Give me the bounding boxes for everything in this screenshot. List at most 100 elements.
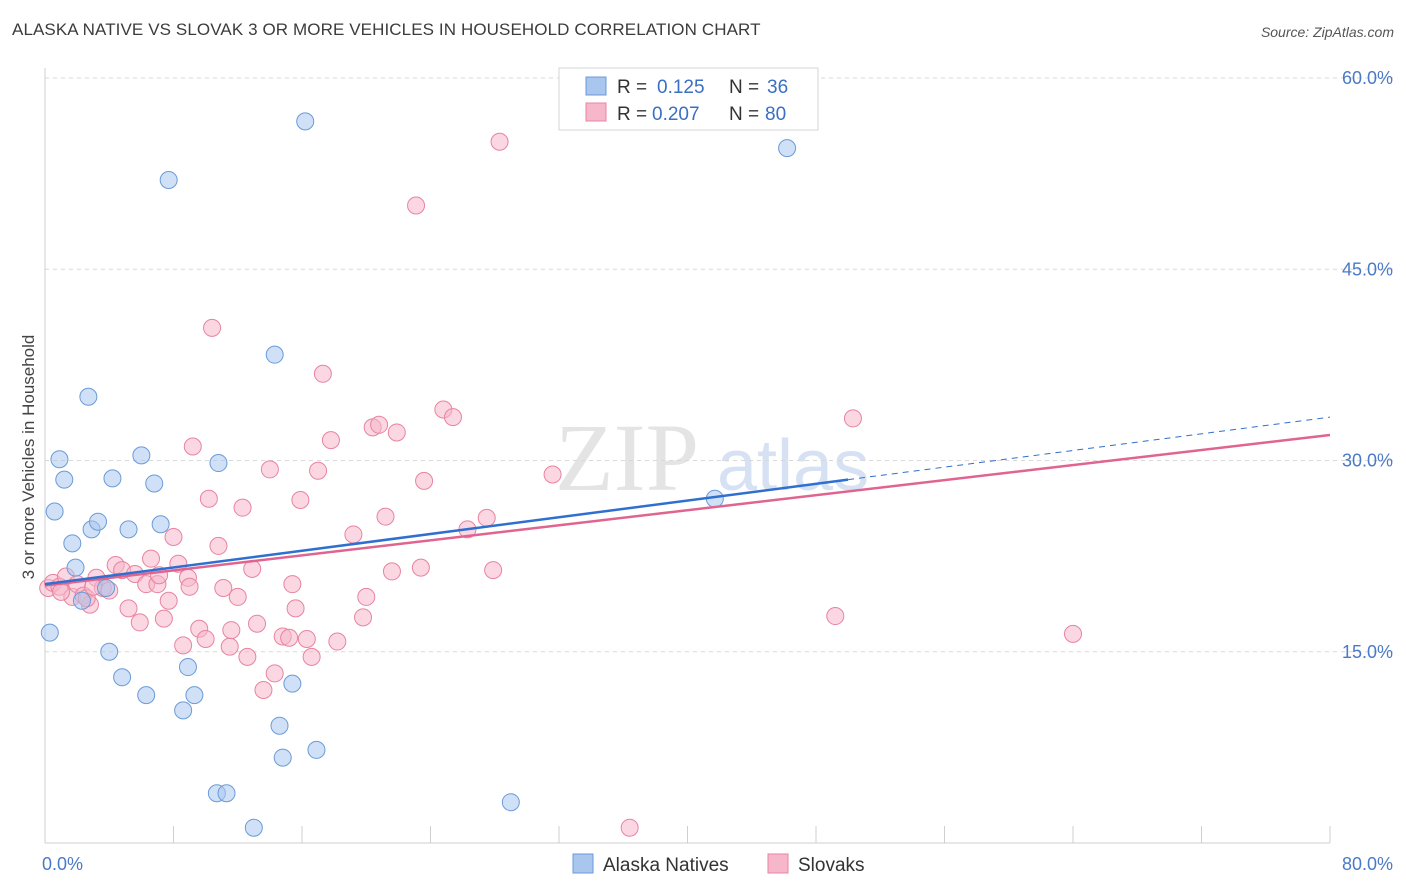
slovaks-point-61 [387,423,406,442]
slovaks-point-31 [209,536,228,555]
chart-title: ALASKA NATIVE VS SLOVAK 3 OR MORE VEHICL… [12,20,761,39]
slovaks-point-25 [180,577,199,596]
alaska-natives-point-27 [270,716,289,735]
slovaks-point-74 [843,409,862,428]
slovaks-point-58 [370,415,389,434]
trend-lines [44,416,1331,587]
y-tick-label-2: 45.0% [1342,259,1393,279]
alaska-natives-point-25 [244,818,263,837]
alaska-natives-point-31 [307,740,326,759]
alaska-natives-point-3 [55,470,74,489]
alaska-natives-point-16 [100,642,119,661]
alaska-natives-point-17 [113,668,132,687]
slovaks-point-45 [283,575,302,594]
alaska-natives-point-10 [103,469,122,488]
alaska-natives-point-9 [89,512,108,531]
alaska-natives-point-5 [66,558,85,577]
slovaks-points [39,132,1082,837]
slovaks-point-59 [376,507,395,526]
slovaks-point-13 [119,599,138,618]
alaska-natives-point-24 [217,784,236,803]
alaska-natives-point-4 [63,534,82,553]
slovaks-point-42 [265,664,284,683]
alaska-natives-point-32 [501,793,520,812]
alaska-natives-point-0 [40,623,59,642]
slovaks-point-20 [159,591,178,610]
alaska-natives-trend-extension [848,416,1331,481]
alaska-natives-point-26 [265,345,284,364]
y-tick-label-1: 30.0% [1342,451,1393,471]
y-tick-label-0: 15.0% [1342,642,1393,662]
legend-top-n-label-pink: N = [729,104,759,125]
alaska-natives-point-15 [159,171,178,189]
legend-bottom-blue-swatch [572,853,594,874]
alaska-natives-point-18 [137,686,156,705]
slovaks-point-53 [328,632,347,651]
legend-top-n-label-blue: N = [729,77,759,98]
source-note: Source: ZipAtlas.com [1260,24,1394,40]
alaska-natives-point-34 [778,139,797,158]
slovaks-point-66 [443,408,462,427]
slovaks-point-68 [477,508,496,527]
slovaks-point-26 [183,437,202,456]
alaska-natives-point-13 [145,474,164,493]
alaska-natives-point-22 [209,454,228,473]
alaska-natives-point-28 [273,748,292,767]
slovaks-point-70 [490,132,509,151]
alaska-natives-points [40,112,797,837]
slovaks-point-63 [411,558,430,577]
slovaks-trend-line [44,433,1331,587]
slovaks-point-50 [309,461,328,480]
alaska-natives-point-1 [45,502,64,521]
slovaks-point-15 [130,613,149,632]
legend-top-r-value-blue: 0.125 [657,77,705,98]
alaska-natives-trend-line [44,478,849,586]
legend-bottom: Alaska Natives Slovaks [572,853,865,876]
alaska-natives-point-12 [132,446,151,465]
slovaks-point-47 [291,491,310,510]
alaska-natives-point-30 [296,112,315,131]
legend-bottom-label-alaska-natives: Alaska Natives [603,855,729,876]
slovaks-point-52 [321,431,340,450]
legend-bottom-label-slovaks: Slovaks [798,855,865,876]
alaska-natives-point-35 [97,579,116,597]
alaska-natives-point-7 [79,387,98,406]
slovaks-point-64 [415,471,434,490]
watermark: ZIP atlas [555,404,869,511]
legend-top: R = 0.125 N = 36 R = 0.207 N = 80 [558,67,819,131]
slovaks-point-33 [220,637,239,656]
slovaks-point-29 [199,489,218,508]
slovaks-point-73 [826,607,845,626]
slovaks-point-60 [382,562,401,581]
slovaks-point-17 [142,549,161,568]
slovaks-point-54 [344,525,363,544]
alaska-natives-point-19 [178,658,197,677]
slovaks-point-28 [196,630,215,648]
legend-top-n-value-pink: 80 [765,104,786,125]
slovaks-point-56 [357,587,376,606]
slovaks-point-44 [280,628,299,647]
slovaks-point-37 [238,647,257,666]
slovaks-point-48 [297,630,316,648]
slovaks-point-19 [154,609,173,628]
legend-top-r-label-blue: R = [617,77,647,98]
slovaks-point-69 [484,561,503,580]
alaska-natives-point-20 [174,701,193,720]
legend-top-blue-swatch [585,76,607,96]
legend-top-r-label-pink: R = [617,104,647,125]
alaska-natives-point-6 [72,591,91,610]
legend-top-r-value-pink: 0.207 [652,104,700,125]
x-tick-label-0: 0.0% [42,854,83,874]
slovaks-point-36 [233,498,252,517]
slovaks-point-34 [222,621,241,640]
slovaks-point-21 [164,528,183,546]
alaska-natives-point-21 [185,686,204,705]
slovaks-point-72 [620,818,639,837]
slovaks-point-35 [228,587,247,606]
legend-bottom-pink-swatch [767,853,789,874]
alaska-natives-point-11 [119,520,138,539]
slovaks-point-62 [407,196,426,215]
legend-top-n-value-blue: 36 [767,77,788,98]
alaska-natives-point-2 [50,450,69,469]
